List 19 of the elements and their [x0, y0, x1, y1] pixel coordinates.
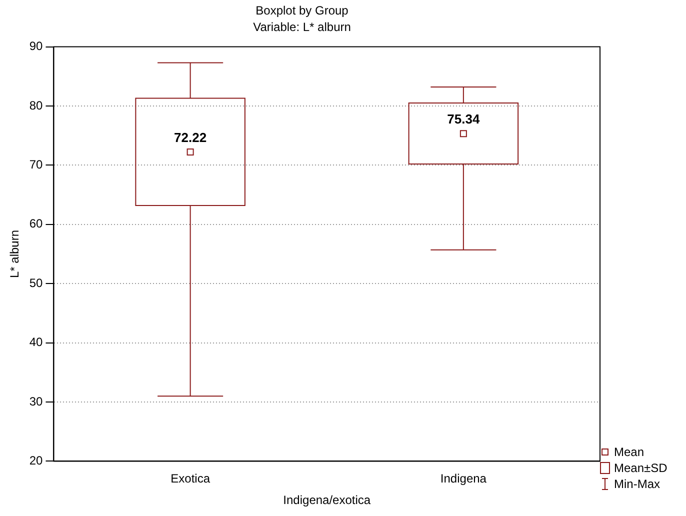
- text: Min-Max: [614, 477, 660, 491]
- y-tick-label: 70: [29, 158, 44, 172]
- x-axis-title: Indigena/exotica: [283, 493, 371, 508]
- y-tick-label: 40: [29, 335, 44, 350]
- text: Mean: [614, 445, 644, 459]
- y-axis-title: L* alburn: [8, 230, 22, 278]
- y-tick-label: 30: [29, 394, 44, 408]
- chart-subtitle: Variable: L* alburn: [253, 20, 351, 34]
- text: Mean±SD: [614, 461, 668, 475]
- chart-title: Boxplot by Group: [256, 4, 349, 18]
- annotation: 72.22: [174, 130, 207, 146]
- y-tick-label: 60: [29, 216, 44, 231]
- annotation: 75.34: [447, 112, 480, 127]
- y-tick-label: 50: [29, 276, 44, 290]
- x-tick-label: Indigena: [440, 472, 487, 486]
- y-tick-label: 20: [29, 454, 44, 468]
- x-tick-label: Exotica: [170, 472, 210, 486]
- y-tick-label: 80: [29, 98, 44, 112]
- y-tick-label: 90: [29, 39, 44, 54]
